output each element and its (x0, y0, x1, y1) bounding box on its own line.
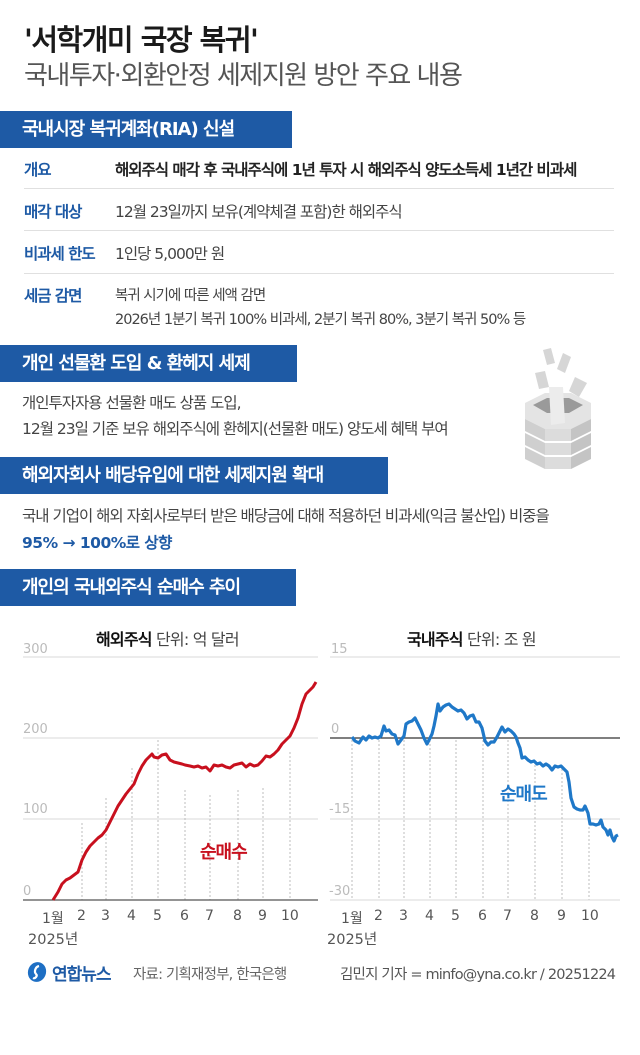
ytick-200: 200 (23, 722, 48, 737)
section-heading-ria: 국내시장 복귀계좌(RIA) 신설 (0, 111, 292, 148)
xtick-9: 9 (557, 908, 566, 924)
row-label-tax-exempt-limit: 비과세 한도 (24, 245, 96, 263)
section-heading-dividend: 해외자회사 배당유입에 대한 세제지원 확대 (0, 457, 388, 494)
xtick-jan: 1월 (42, 911, 64, 927)
xtick-2: 2 (77, 908, 86, 924)
chart-domestic-plot (330, 656, 620, 901)
ytick-minus15: -15 (329, 802, 351, 817)
xtick-4: 4 (127, 908, 136, 924)
chart-title-domestic: 국내주식 단위: 조 원 (407, 630, 537, 649)
footer-credit: 김민지 기자 = minfo@yna.co.kr / 20251224 (340, 967, 616, 983)
xtick-6: 6 (180, 908, 189, 924)
xtick-7: 7 (503, 908, 512, 924)
infographic-title: '서학개미 국장 복귀' (24, 23, 259, 57)
row-value-overview: 해외주식 매각 후 국내주식에 1년 투자 시 해외주식 양도소득세 1년간 비… (115, 161, 577, 179)
row-label-sale-target: 매각 대상 (24, 203, 82, 221)
xtick-10: 10 (281, 908, 299, 924)
row-divider (24, 273, 614, 274)
row-value-sale-target: 12월 23일까지 보유(계약체결 포함)한 해외주식 (115, 203, 403, 221)
row-divider (24, 188, 614, 189)
ytick-0: 0 (331, 722, 340, 737)
xlabel-year: 2025년 (28, 932, 79, 948)
section-heading-chart: 개인의 국내외주식 순매수 추이 (0, 569, 296, 606)
row-label-overview: 개요 (24, 161, 52, 179)
xtick-8: 8 (530, 908, 539, 924)
ytick-15: 15 (331, 642, 348, 657)
infographic-subtitle: 국내투자·외환안정 세제지원 방안 주요 내용 (24, 61, 463, 91)
row-value-tax-exempt-limit: 1인당 5,000만 원 (115, 245, 225, 263)
xtick-5: 5 (451, 908, 460, 924)
xtick-2: 2 (374, 908, 383, 924)
section-heading-fx: 개인 선물환 도입 & 환헤지 세제 (0, 345, 297, 382)
ytick-100: 100 (23, 802, 48, 817)
annotation-net-buy: 순매수 (200, 842, 248, 863)
xtick-6: 6 (478, 908, 487, 924)
xtick-4: 4 (425, 908, 434, 924)
xtick-5: 5 (153, 908, 162, 924)
yonhap-logo-icon (26, 961, 48, 983)
yonhap-logo-text: 연합뉴스 (52, 965, 112, 985)
fx-text-line2: 12월 23일 기준 보유 해외주식에 환헤지(선물환 매도) 양도세 혜택 부… (22, 420, 449, 438)
dividend-text: 국내 기업이 해외 자회사로부터 받은 배당금에 대해 적용하던 비과세(익금 … (22, 507, 550, 525)
xtick-3: 3 (101, 908, 110, 924)
ytick-300: 300 (23, 642, 48, 657)
xlabel-year: 2025년 (327, 932, 378, 948)
row-divider (24, 230, 614, 231)
row-value-tax-reduction-detail: 2026년 1분기 복귀 100% 비과세, 2분기 복귀 80%, 3분기 복… (115, 312, 526, 328)
footer-source: 자료: 기획재정부, 한국은행 (133, 967, 287, 983)
ytick-0: 0 (23, 884, 32, 899)
xtick-9: 9 (258, 908, 267, 924)
money-box-icon (505, 345, 605, 470)
xtick-jan: 1월 (341, 911, 363, 927)
xtick-8: 8 (233, 908, 242, 924)
row-label-tax-reduction: 세금 감면 (24, 287, 82, 305)
row-value-tax-reduction: 복귀 시기에 따른 세액 감면 (115, 288, 266, 304)
xtick-10: 10 (581, 908, 599, 924)
chart-title-overseas: 해외주식 단위: 억 달러 (96, 630, 240, 649)
dividend-highlight: 95% → 100%로 상향 (22, 534, 172, 552)
xtick-7: 7 (205, 908, 214, 924)
chart-overseas-plot (23, 656, 318, 901)
xtick-3: 3 (399, 908, 408, 924)
fx-text-line1: 개인투자자용 선물환 매도 상품 도입, (22, 394, 242, 412)
ytick-minus30: -30 (329, 884, 351, 899)
annotation-net-sell: 순매도 (500, 784, 548, 805)
